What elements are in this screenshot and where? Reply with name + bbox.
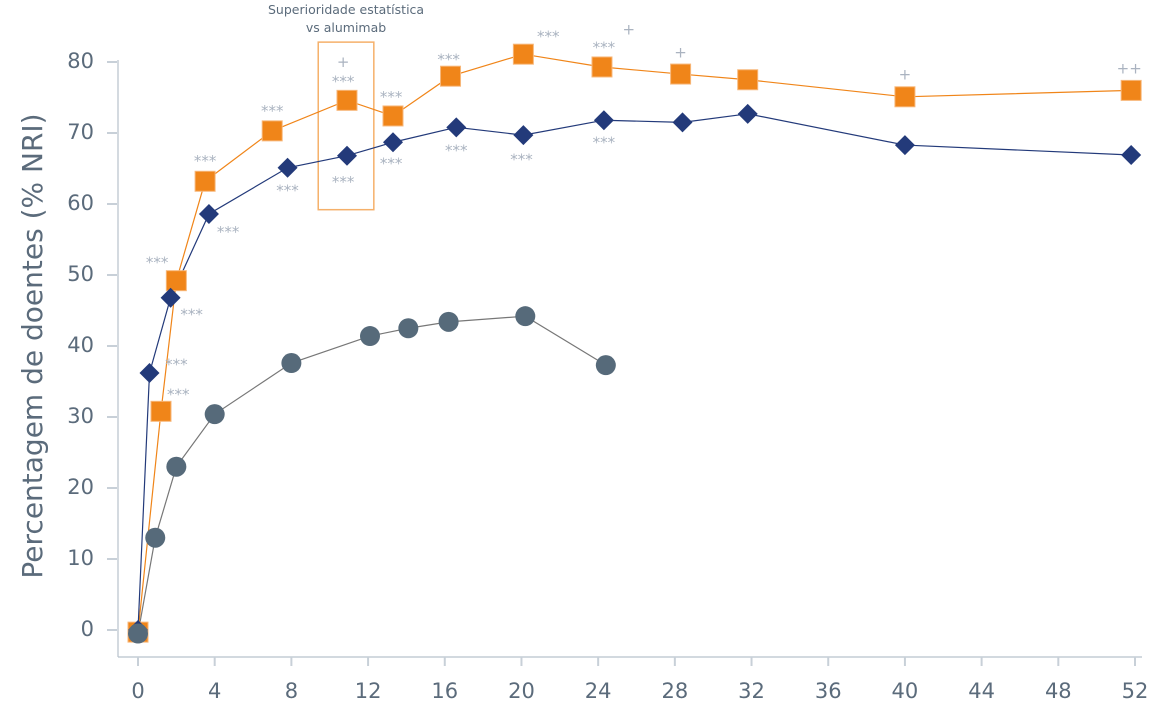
diamond-marker	[513, 125, 534, 146]
highlight-box-rect	[317, 41, 375, 211]
highlight-box-title: Superioridade estatística	[268, 2, 424, 17]
diamond-marker	[672, 112, 693, 133]
orange-squares-line	[137, 53, 1132, 633]
y-tick-label: 70	[67, 120, 94, 144]
square-marker	[1120, 79, 1142, 101]
significance-annotation: ***	[380, 155, 403, 173]
x-tick-label: 36	[815, 679, 842, 703]
x-tick-label: 44	[968, 679, 995, 703]
significance-annotation: +	[899, 65, 912, 83]
y-tick-label: 10	[67, 546, 94, 570]
significance-annotation: ***	[437, 50, 460, 68]
significance-annotation: ***	[165, 356, 188, 374]
diamond-marker	[139, 362, 160, 383]
significance-annotation: ***	[332, 72, 355, 90]
diamond-marker	[446, 117, 467, 138]
significance-annotation: +	[674, 43, 687, 61]
significance-annotation: ***	[445, 141, 468, 159]
x-tick-label: 32	[738, 679, 765, 703]
significance-annotation: ***	[593, 38, 616, 56]
square-marker	[670, 63, 692, 85]
highlight-box-title: vs alumimab	[306, 20, 386, 35]
significance-annotation: ***	[593, 133, 616, 151]
diamond-marker	[383, 132, 404, 153]
circle-marker	[145, 527, 166, 548]
circle-marker	[204, 404, 225, 425]
significance-annotation: ***	[332, 173, 355, 191]
y-tick-label: 50	[67, 262, 94, 286]
x-tick-label: 48	[1045, 679, 1072, 703]
circle-marker	[595, 355, 616, 376]
x-tick-label: 8	[285, 679, 298, 703]
circle-marker	[398, 318, 419, 339]
diamond-marker	[1121, 145, 1142, 166]
diamond-marker	[336, 145, 357, 166]
y-tick-label: 30	[67, 404, 94, 428]
square-marker	[150, 400, 172, 422]
x-tick-label: 12	[355, 679, 382, 703]
x-tick-label: 20	[508, 679, 535, 703]
circle-marker	[166, 456, 187, 477]
significance-annotation: ***	[194, 152, 217, 170]
gray-circles-line	[137, 315, 607, 634]
square-marker	[194, 170, 216, 192]
series-markers	[127, 43, 1142, 644]
square-marker	[737, 69, 759, 91]
circle-marker	[438, 311, 459, 332]
circle-marker	[515, 306, 536, 327]
x-tick-label: 0	[131, 679, 144, 703]
circle-marker	[281, 353, 302, 374]
x-tick-label: 16	[431, 679, 458, 703]
x-tick-label: 28	[661, 679, 688, 703]
significance-annotation: ***	[510, 150, 533, 168]
x-tick-label: 24	[585, 679, 612, 703]
significance-annotation: ***	[217, 223, 240, 241]
x-tick-label: 40	[892, 679, 919, 703]
significance-annotation: ***	[167, 385, 190, 403]
significance-annotation: ***	[380, 88, 403, 106]
annotations: ************************+***************…	[146, 21, 1142, 404]
y-tick-label: 80	[67, 49, 94, 73]
square-marker	[591, 56, 613, 78]
significance-annotation: ++	[1117, 60, 1142, 78]
circle-marker	[359, 326, 380, 347]
y-axis-label: Percentagem de doentes (% NRI)	[16, 113, 49, 578]
significance-annotation: ***	[261, 102, 284, 120]
diamond-marker	[593, 110, 614, 131]
y-tick-label: 0	[81, 617, 94, 641]
square-marker	[512, 43, 534, 65]
diamond-marker	[277, 157, 298, 178]
square-marker	[382, 105, 404, 127]
significance-annotation: ***	[537, 28, 560, 46]
square-marker	[261, 120, 283, 142]
circle-marker	[128, 623, 148, 644]
significance-annotation: +	[337, 53, 350, 71]
square-marker	[440, 65, 462, 87]
square-marker	[894, 86, 916, 108]
significance-annotation: +	[623, 21, 636, 39]
diamond-marker	[160, 287, 181, 308]
y-tick-label: 40	[67, 333, 94, 357]
significance-annotation: ***	[146, 253, 169, 271]
diamond-marker	[737, 103, 758, 124]
significance-annotation: ***	[276, 182, 299, 200]
series-lines	[137, 53, 1132, 634]
highlight-box: Superioridade estatística vs alumimab	[268, 2, 424, 211]
square-marker	[336, 89, 358, 111]
y-tick-label: 60	[67, 191, 94, 215]
x-tick-label: 52	[1122, 679, 1149, 703]
square-marker	[165, 270, 187, 292]
significance-annotation: ***	[180, 305, 203, 323]
diamond-marker	[894, 135, 915, 156]
y-tick-label: 20	[67, 475, 94, 499]
diamond-marker	[198, 203, 219, 224]
x-tick-label: 4	[208, 679, 221, 703]
